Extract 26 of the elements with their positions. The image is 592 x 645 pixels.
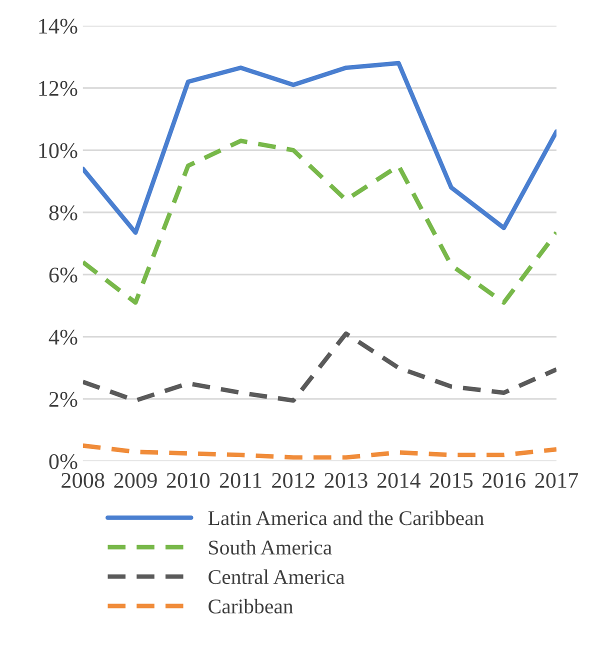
line-series <box>82 443 556 460</box>
y-tick-label: 4% <box>48 330 78 345</box>
y-tick-label: 12% <box>39 80 78 96</box>
line-series <box>82 60 556 235</box>
y-tick-label: 2% <box>49 392 78 407</box>
y-tick-label: 0% <box>49 454 78 470</box>
line-series <box>82 138 556 305</box>
x-tick-label: 2008 <box>62 472 104 488</box>
x-tick-label: 2015 <box>430 472 473 488</box>
line-series <box>82 331 556 403</box>
legend-label: South America <box>209 540 332 555</box>
x-tick-label: 2012 <box>272 472 314 488</box>
y-tick-label: 10% <box>39 143 78 158</box>
x-tick-label: 2011 <box>220 472 262 488</box>
x-tick-label: 2016 <box>482 472 526 488</box>
legend-label: Caribbean <box>208 598 294 614</box>
x-tick-label: 2009 <box>114 472 157 488</box>
legend-label: Central America <box>208 569 345 584</box>
y-tick-label: 14% <box>39 18 78 34</box>
legend-label: Latin America and the Caribbean <box>208 510 484 526</box>
y-tick-label: 6% <box>49 268 78 283</box>
x-tick-label: 2014 <box>377 472 420 488</box>
x-tick-label: 2013 <box>324 472 368 488</box>
x-tick-label: 2010 <box>166 472 210 488</box>
x-tick-label: 2017 <box>535 472 578 488</box>
y-tick-label: 8% <box>49 205 78 220</box>
